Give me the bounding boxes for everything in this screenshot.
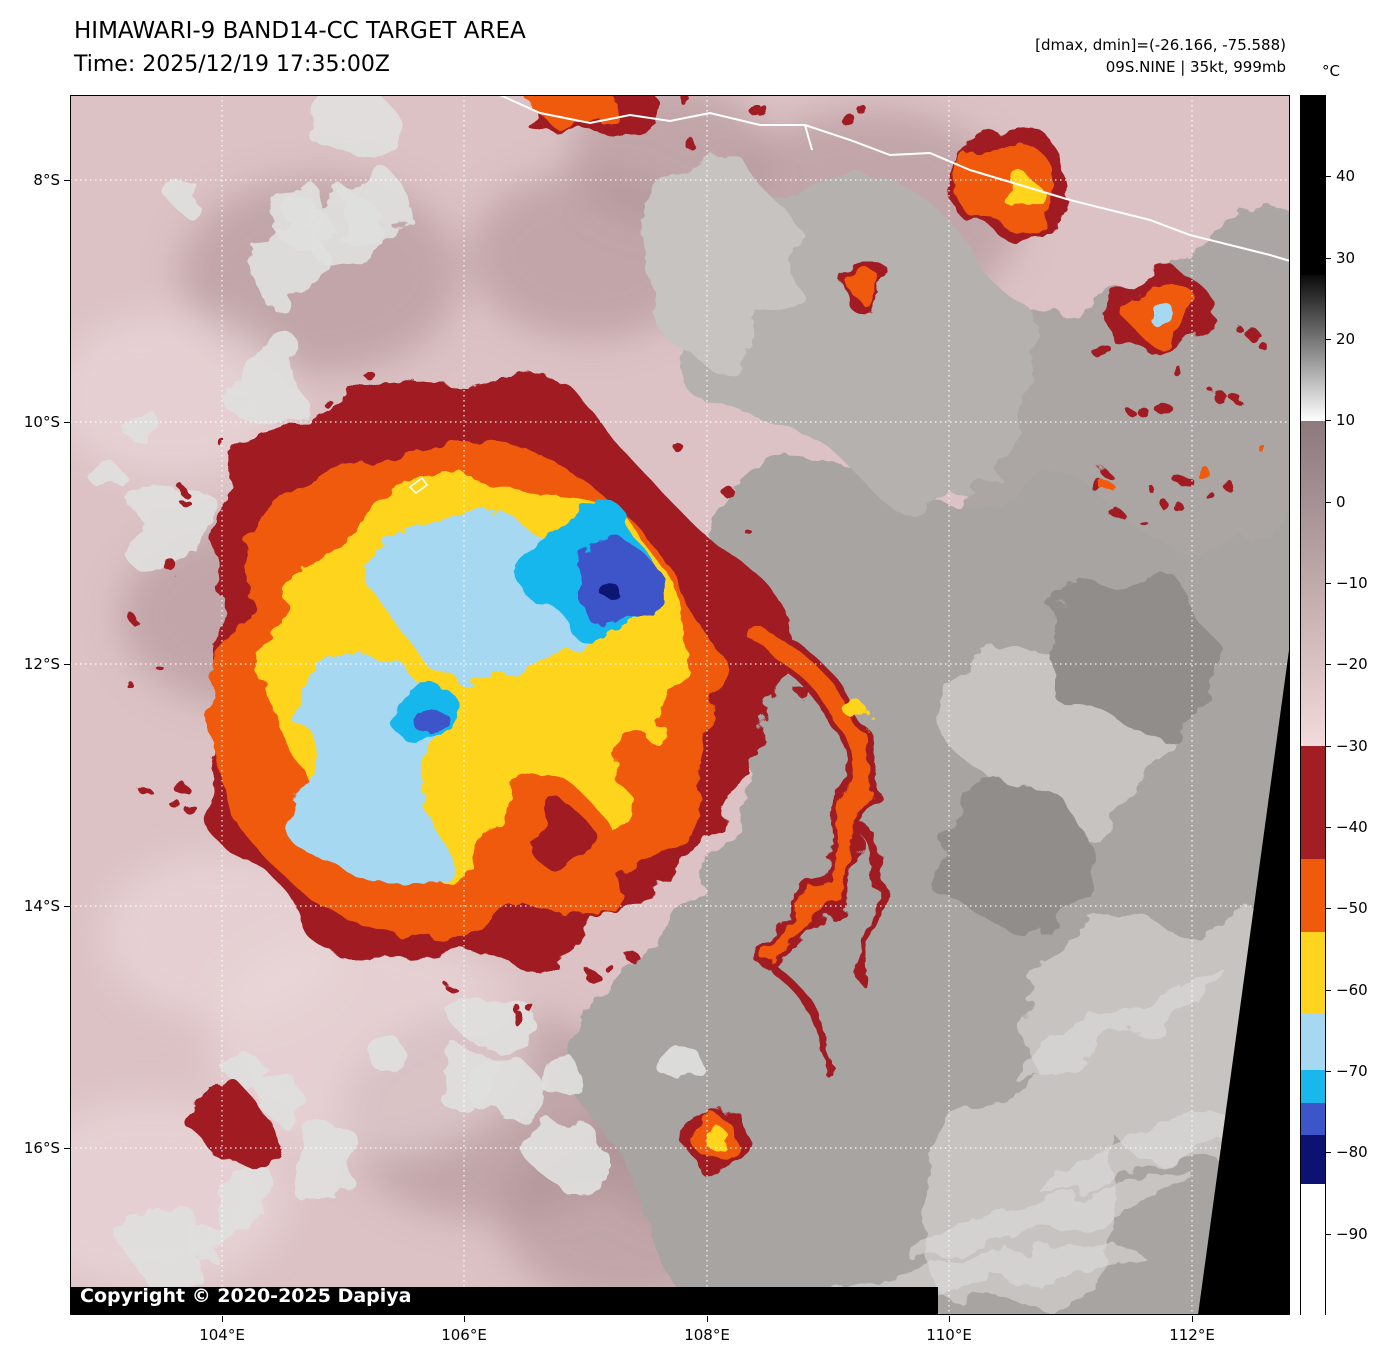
colorbar-tick-label: −80 [1336, 1143, 1368, 1162]
time-label: Time: 2025/12/19 17:35:00Z [74, 52, 390, 77]
colorbar-tick-mark [1326, 664, 1331, 666]
lon-tick-label: 108°E [684, 1326, 730, 1344]
scene-root [70, 95, 1290, 1315]
colorbar-tick-label: −60 [1336, 980, 1368, 999]
colorbar-tick-label: 30 [1336, 248, 1356, 267]
map-border [70, 95, 1290, 1315]
colorbar-tick-mark [1326, 501, 1331, 503]
lat-tick-mark [64, 906, 70, 907]
colorbar-tick-label: −30 [1336, 736, 1368, 755]
lat-tick-mark [64, 180, 70, 181]
small-cumulus-clouds [93, 95, 706, 1291]
isolated-convection [187, 95, 1268, 1175]
colorbar-tick-label: 40 [1336, 167, 1356, 186]
storm-info-label: 09S.NINE | 35kt, 999mb [1105, 58, 1286, 76]
lat-tick-label: 12°S [23, 655, 60, 673]
grid-lines [70, 95, 1290, 1315]
colorbar-segment [1301, 1070, 1325, 1104]
colorbar-segment [1301, 1102, 1325, 1136]
colorbar-tick-mark [1326, 1233, 1331, 1235]
lat-tick-label: 8°S [33, 171, 60, 189]
colorbar-tick-mark [1326, 339, 1331, 340]
lon-tick-mark [464, 1316, 465, 1322]
colorbar-tick-label: −50 [1336, 899, 1368, 918]
cyclone-cloud-mass [124, 365, 811, 1024]
colorbar-tick-label: 10 [1336, 411, 1356, 430]
page-title: HIMAWARI-9 BAND14-CC TARGET AREA [74, 18, 526, 44]
lon-tick-mark [949, 1316, 950, 1322]
colorbar-tick-mark [1326, 1071, 1331, 1072]
colorbar-segment [1301, 932, 1325, 1015]
lat-tick-label: 16°S [23, 1139, 60, 1157]
lat-tick-label: 14°S [23, 897, 60, 915]
colorbar [1300, 95, 1326, 1315]
scan-edge-black [70, 643, 1290, 1315]
colorbar-tick-mark [1326, 989, 1331, 991]
colorbar-unit-label: °C [1322, 62, 1340, 80]
copyright-label: Copyright © 2020-2025 Dapiya [80, 1285, 412, 1307]
colorbar-tick-label: −90 [1336, 1224, 1368, 1243]
colorbar-tick-label: 0 [1336, 492, 1346, 511]
colorbar-segment [1301, 1135, 1325, 1185]
coastline [408, 95, 1290, 494]
colorbar-tick-mark [1326, 745, 1331, 747]
lat-tick-mark [64, 1148, 70, 1149]
colorbar-tick-mark [1326, 420, 1331, 422]
lon-tick-label: 112°E [1169, 1326, 1215, 1344]
colorbar-segment [1301, 96, 1325, 276]
colorbar-tick-label: 20 [1336, 330, 1356, 348]
lon-tick-mark [222, 1316, 223, 1322]
satellite-image [70, 95, 1290, 1315]
lon-tick-label: 104°E [199, 1326, 245, 1344]
colorbar-segment [1301, 859, 1325, 933]
lon-tick-label: 106°E [441, 1326, 487, 1344]
colorbar-tick-mark [1326, 257, 1331, 259]
colorbar-segment [1301, 274, 1325, 422]
colorbar-tick-mark [1326, 908, 1331, 910]
lat-tick-mark [64, 422, 70, 423]
colorbar-tick-label: −40 [1336, 818, 1368, 836]
convective-band [743, 620, 881, 1074]
target-marker [408, 476, 429, 494]
dmax-dmin-label: [dmax, dmin]=(-26.166, -75.588) [1035, 36, 1286, 54]
colorbar-segment [1301, 1013, 1325, 1071]
satellite-map: Copyright © 2020-2025 Dapiya [70, 95, 1290, 1315]
colorbar-tick-mark [1326, 176, 1331, 178]
colorbar-tick-label: −70 [1336, 1062, 1368, 1080]
colorbar-tick-label: −10 [1336, 574, 1368, 592]
lat-tick-label: 10°S [23, 413, 60, 431]
colorbar-segment [1301, 1184, 1325, 1315]
colorbar-tick-mark [1326, 1152, 1331, 1154]
colorbar-segment [1301, 745, 1325, 860]
colorbar-segment [1301, 420, 1325, 747]
lat-tick-mark [64, 664, 70, 665]
colorbar-tick-mark [1326, 827, 1331, 828]
lon-tick-mark [707, 1316, 708, 1322]
lon-tick-mark [1192, 1316, 1193, 1322]
colorbar-tick-label: −20 [1336, 655, 1368, 674]
colorbar-tick-mark [1326, 583, 1331, 584]
copyright-strip [70, 1287, 938, 1315]
lon-tick-label: 110°E [926, 1326, 972, 1344]
